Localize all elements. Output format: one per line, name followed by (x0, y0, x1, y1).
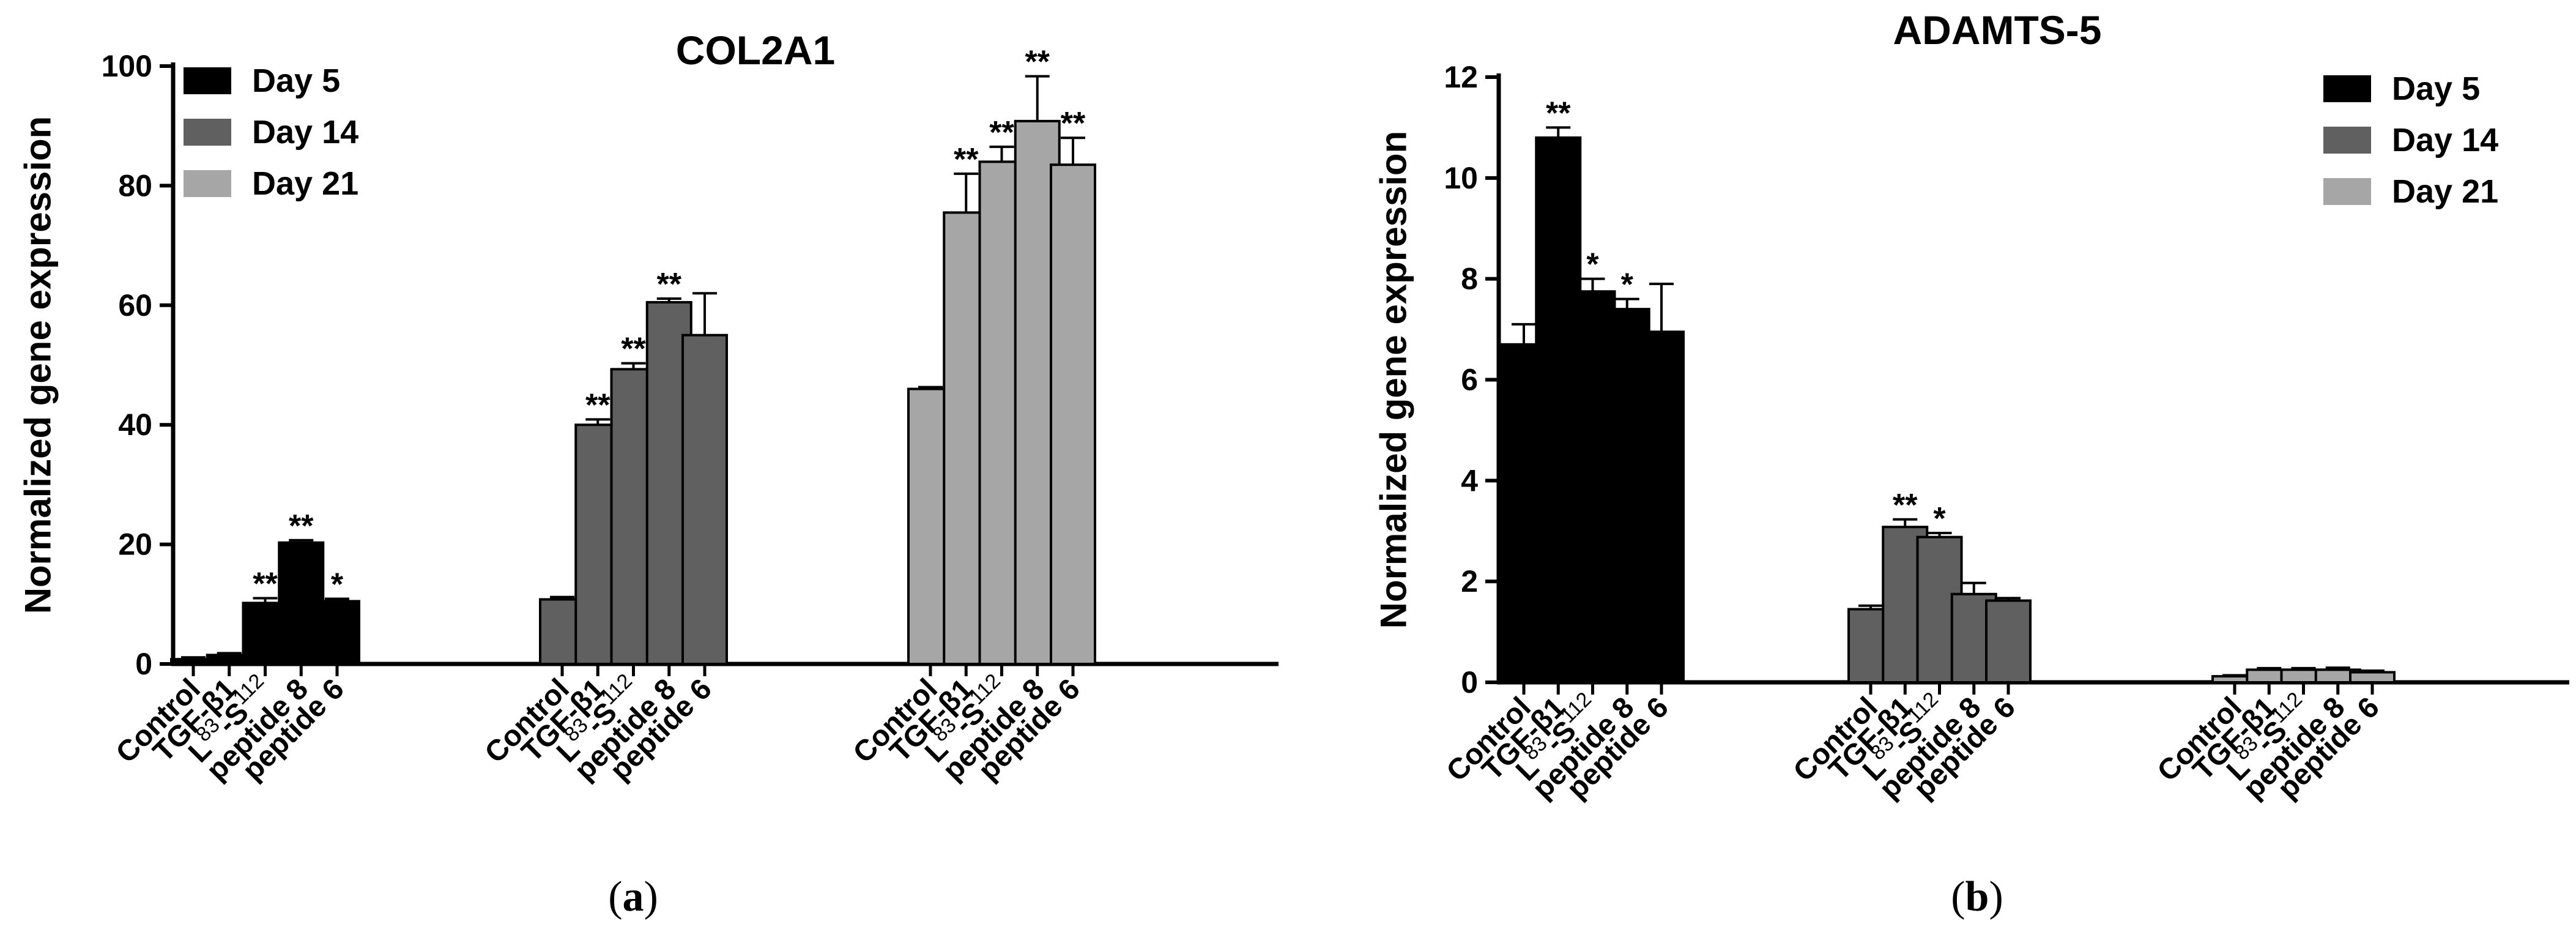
panel-a-caption: (a) (608, 873, 658, 920)
caption-letter: a (623, 873, 644, 920)
panel-b-y-tick-label: 2 (1461, 564, 1478, 598)
panel-b-legend-label: Day 5 (2392, 70, 2480, 107)
panel-b-legend-label: Day 14 (2392, 122, 2498, 158)
panel-a-bar (681, 334, 728, 665)
panel-b-y-axis-label: Normalized gene expression (1373, 131, 1414, 629)
panel-a-legend-swatch (184, 170, 231, 197)
panel-a-title: COL2A1 (676, 28, 835, 73)
panel-a-significance-mark: ** (585, 387, 611, 423)
panel-b-caption: (b) (1951, 873, 2003, 920)
panel-a-legend-swatch (184, 67, 231, 94)
panel-b-y-tick-label: 4 (1461, 463, 1478, 498)
panel-a-y-tick-label: 0 (135, 647, 152, 681)
panel-b-significance-mark: * (1586, 247, 1599, 283)
panel-b-y-tick-label: 12 (1444, 60, 1478, 94)
panel-a-y-tick-label: 40 (118, 408, 152, 442)
panel-b-significance-mark: ** (1546, 95, 1571, 131)
panel-b-legend-swatch (2323, 75, 2371, 102)
panel-a-significance-mark: ** (253, 567, 278, 602)
panel-b-bar (1985, 599, 2032, 684)
panel-b-bar (2349, 671, 2396, 684)
panel-a-bar (1050, 163, 1096, 665)
panel-b-legend-swatch (2323, 127, 2371, 154)
panel-b-chart: ADAMTS-5 Normalized gene expression 0 2 4 6 8 1… (1373, 7, 2569, 920)
panel-a-y-axis-label: Normalized gene expression (18, 116, 59, 614)
panel-a-legend-swatch (184, 119, 231, 146)
panel-a-y-tick-label: 60 (118, 288, 152, 322)
panel-b-significance-mark: ** (1893, 488, 1918, 523)
panel-a-significance-mark: ** (989, 115, 1014, 151)
panel-a-legend-label: Day 21 (252, 165, 358, 202)
panel-a-chart: COL2A1 Normalized gene expression 0 20 40 60 8… (18, 28, 1279, 920)
panel-a-significance-mark: ** (657, 267, 682, 302)
panel-a-legend-label: Day 14 (252, 114, 358, 151)
caption-paren: ( (1951, 873, 1965, 920)
panel-a-significance-mark: ** (621, 332, 646, 367)
caption-paren: ) (644, 873, 658, 920)
panel-a-significance-mark: * (331, 567, 344, 603)
panel-b-bar (1638, 330, 1685, 684)
caption-letter: b (1965, 873, 1989, 920)
panel-b-legend-swatch (2323, 178, 2371, 205)
panel-b-y-tick-label: 6 (1461, 363, 1478, 397)
panel-a-significance-mark: ** (289, 509, 314, 544)
panel-b-y-tick-label: 8 (1461, 262, 1478, 296)
panel-b-y-tick-label: 10 (1444, 161, 1478, 195)
panel-b-significance-mark: * (1933, 501, 1946, 537)
panel-a-legend-label: Day 5 (252, 62, 340, 99)
panel-a-y-tick-label: 80 (118, 168, 152, 203)
caption-paren: ) (1989, 873, 2003, 920)
panel-b-legend-label: Day 21 (2392, 173, 2498, 210)
panel-b-y-tick-label: 0 (1461, 665, 1478, 699)
panel-a-bar (314, 600, 360, 665)
caption-paren: ( (608, 873, 622, 920)
panel-a-y-tick-label: 20 (118, 528, 152, 562)
panel-a-y-tick-label: 100 (102, 49, 152, 83)
panel-b-title: ADAMTS-5 (1893, 7, 2102, 53)
panel-a-significance-mark: ** (954, 142, 979, 177)
panel-b-significance-mark: * (1621, 267, 1634, 303)
panel-a-significance-mark: ** (1025, 45, 1050, 80)
panel-a-significance-mark: ** (1061, 106, 1086, 141)
